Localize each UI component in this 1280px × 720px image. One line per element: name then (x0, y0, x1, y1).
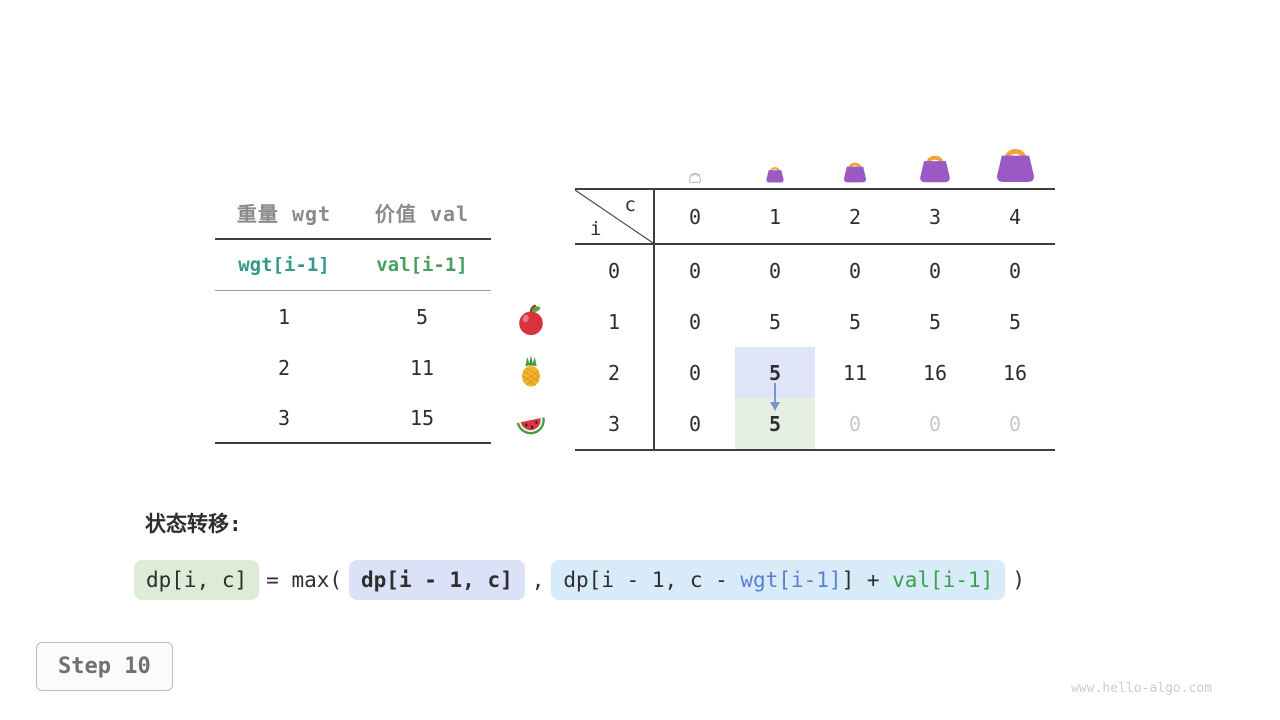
dp-row-label: 0 (575, 245, 655, 296)
dp-cell: 0 (768, 258, 782, 283)
dp-cell: 0 (928, 258, 942, 283)
formula-lhs-token: dp[i, c] (134, 560, 260, 600)
dp-row-label: 1 (575, 296, 655, 347)
diagonal-line (575, 190, 653, 243)
item-weight: 3 (277, 405, 291, 430)
dp-cell: 16 (922, 360, 948, 385)
bag-capacity-2-icon (815, 128, 895, 186)
dp-col-header: 3 (928, 204, 942, 229)
dp-cell: 0 (688, 309, 702, 334)
corner-diagonal-cell: c i (575, 190, 655, 243)
item-row: 2 11 (215, 342, 491, 393)
dp-table-header: c i 0 1 2 3 4 (575, 188, 1055, 245)
dp-cell: 0 (688, 360, 702, 385)
bag-capacity-0-icon (655, 128, 735, 186)
dp-cell: 5 (768, 309, 782, 334)
dp-row: 3 0 5 0 0 0 (575, 398, 1055, 451)
bag-capacity-3-icon (895, 128, 975, 186)
formula-section-label: 状态转移: (145, 512, 242, 536)
item-value: 5 (415, 304, 429, 329)
item-value: 11 (409, 355, 435, 380)
formula-arg2-token: dp[i - 1, c - wgt[i-1]] + val[i-1] (551, 560, 1006, 600)
dp-col-header: 4 (1008, 204, 1022, 229)
dp-cell: 16 (1002, 360, 1028, 385)
dp-cell: 5 (928, 309, 942, 334)
formula-wgt-term: wgt[i-1] (740, 568, 842, 592)
dp-row: 2 0 5 11 16 16 (575, 347, 1055, 398)
items-table: 重量 wgt 价值 val wgt[i-1] val[i-1] 1 5 2 11… (215, 186, 491, 444)
col-axis-label: c (624, 194, 636, 216)
dp-col-header: 0 (688, 204, 702, 229)
dp-cell: 0 (1008, 258, 1022, 283)
formula-closing-paren: ) (1012, 568, 1025, 592)
item-weight: 1 (277, 304, 291, 329)
formula-equals-max: = max( (266, 568, 343, 592)
val-subheader: val[i-1] (376, 254, 468, 276)
item-row: 1 5 (215, 291, 491, 342)
dp-cell: 0 (928, 411, 942, 436)
dp-cell: 11 (842, 360, 868, 385)
row-axis-label: i (590, 218, 602, 240)
items-table-subheader: wgt[i-1] val[i-1] (215, 240, 491, 291)
formula-separator: , (531, 568, 545, 592)
formula-arg2-bracket: ] (841, 568, 855, 592)
dp-col-header: 2 (848, 204, 862, 229)
bag-capacity-1-icon (735, 128, 815, 186)
dp-row-label: 2 (575, 347, 655, 398)
dp-cell: 0 (1008, 411, 1022, 436)
dp-col-header: 1 (768, 204, 782, 229)
item-weight: 2 (277, 355, 291, 380)
value-column-header: 价值 val (374, 201, 470, 226)
apple-icon (514, 303, 548, 337)
dp-row: 1 0 5 5 5 5 (575, 296, 1055, 347)
dp-cell: 0 (688, 411, 702, 436)
bag-capacity-4-icon (975, 128, 1055, 186)
dp-row: 0 0 0 0 0 0 (575, 245, 1055, 296)
capacity-bags-row (655, 128, 1055, 186)
item-value: 15 (409, 405, 435, 430)
wgt-subheader: wgt[i-1] (238, 254, 330, 276)
dp-cell: 0 (848, 258, 862, 283)
formula-val-term: val[i-1] (892, 568, 994, 592)
pineapple-icon (514, 354, 548, 388)
dp-row-label: 3 (575, 398, 655, 449)
watermark: www.hello-algo.com (1071, 681, 1212, 696)
formula-arg2-prefix: dp[i - 1, c - (563, 568, 741, 592)
weight-column-header: 重量 wgt (236, 201, 332, 226)
formula-arg1-token: dp[i - 1, c] (349, 560, 525, 600)
item-row: 3 15 (215, 393, 491, 444)
dp-table: c i 0 1 2 3 4 0 0 0 0 0 0 1 0 5 5 5 5 2 (575, 188, 1055, 451)
dp-cell: 5 (848, 309, 862, 334)
formula-arg2-plus: + (854, 568, 893, 592)
watermelon-icon (514, 405, 548, 439)
step-badge: Step 10 (36, 642, 173, 691)
dp-cell: 5 (1008, 309, 1022, 334)
transition-arrow-icon (767, 382, 783, 416)
items-table-header: 重量 wgt 价值 val (215, 186, 491, 240)
state-transition-formula: dp[i, c] = max( dp[i - 1, c] , dp[i - 1,… (134, 560, 1025, 600)
dp-cell: 0 (688, 258, 702, 283)
dp-cell: 0 (848, 411, 862, 436)
